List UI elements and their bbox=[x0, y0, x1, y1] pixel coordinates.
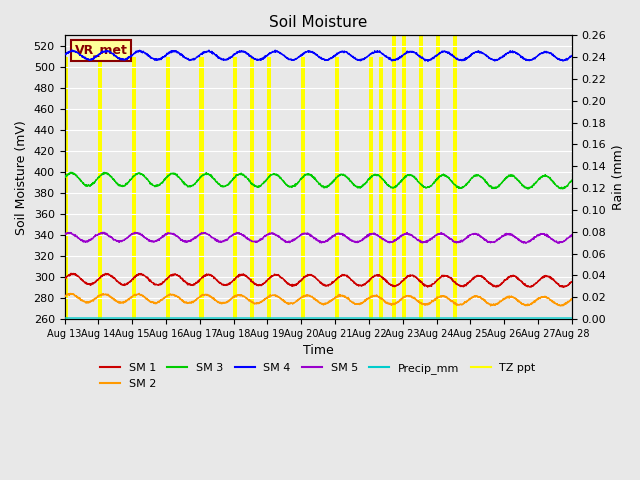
Bar bbox=[98, 57, 102, 319]
SM 2 bbox=[61, 294, 68, 300]
SM 4 bbox=[87, 56, 95, 62]
Bar bbox=[369, 57, 372, 319]
Y-axis label: Rain (mm): Rain (mm) bbox=[612, 144, 625, 210]
SM 2 bbox=[554, 301, 561, 307]
Bar bbox=[453, 36, 457, 319]
Precip_mm bbox=[554, 315, 561, 321]
Text: VR_met: VR_met bbox=[75, 44, 127, 57]
SM 3 bbox=[87, 182, 95, 188]
Bar bbox=[301, 57, 305, 319]
Bar bbox=[267, 57, 271, 319]
Precip_mm bbox=[61, 315, 68, 321]
SM 2 bbox=[557, 303, 564, 309]
SM 1 bbox=[61, 276, 68, 281]
Line: SM 5: SM 5 bbox=[65, 232, 572, 243]
Bar bbox=[234, 57, 237, 319]
Bar bbox=[436, 36, 440, 319]
SM 4 bbox=[294, 55, 302, 60]
SM 3 bbox=[294, 180, 302, 185]
Y-axis label: Soil Moisture (mV): Soil Moisture (mV) bbox=[15, 120, 28, 235]
Bar bbox=[250, 57, 254, 319]
SM 4 bbox=[554, 56, 561, 62]
SM 5 bbox=[294, 234, 302, 240]
SM 2 bbox=[294, 297, 302, 302]
SM 1 bbox=[294, 281, 302, 287]
Bar bbox=[200, 57, 204, 319]
SM 5 bbox=[308, 234, 316, 240]
SM 5 bbox=[555, 240, 563, 246]
Precip_mm bbox=[460, 315, 468, 321]
SM 4 bbox=[461, 56, 468, 62]
SM 1 bbox=[308, 272, 316, 277]
Precip_mm bbox=[307, 315, 315, 321]
SM 3 bbox=[525, 186, 532, 192]
Line: SM 1: SM 1 bbox=[65, 274, 572, 288]
Bar bbox=[392, 36, 396, 319]
Bar bbox=[419, 36, 424, 319]
SM 2 bbox=[135, 290, 143, 296]
Precip_mm bbox=[568, 315, 576, 321]
SM 5 bbox=[554, 239, 561, 245]
Bar bbox=[403, 36, 406, 319]
Line: SM 3: SM 3 bbox=[65, 172, 572, 189]
X-axis label: Time: Time bbox=[303, 344, 333, 357]
Line: SM 2: SM 2 bbox=[65, 293, 572, 306]
SM 4 bbox=[308, 49, 316, 55]
SM 2 bbox=[460, 300, 468, 306]
Precip_mm bbox=[553, 315, 561, 321]
SM 3 bbox=[568, 177, 576, 183]
SM 4 bbox=[61, 51, 68, 57]
SM 2 bbox=[568, 297, 576, 302]
SM 5 bbox=[61, 231, 68, 237]
Precip_mm bbox=[294, 315, 301, 321]
SM 5 bbox=[131, 229, 139, 235]
Bar bbox=[335, 57, 339, 319]
SM 1 bbox=[460, 283, 468, 288]
SM 1 bbox=[559, 285, 567, 290]
SM 5 bbox=[86, 236, 94, 242]
Bar bbox=[132, 57, 136, 319]
SM 4 bbox=[68, 47, 76, 53]
SM 5 bbox=[554, 240, 561, 245]
SM 3 bbox=[61, 174, 68, 180]
SM 3 bbox=[554, 183, 561, 189]
Bar bbox=[166, 57, 170, 319]
SM 2 bbox=[308, 294, 316, 300]
SM 1 bbox=[554, 281, 561, 287]
SM 3 bbox=[460, 183, 468, 189]
SM 5 bbox=[568, 232, 576, 238]
Title: Soil Moisture: Soil Moisture bbox=[269, 15, 367, 30]
SM 3 bbox=[554, 184, 561, 190]
Bar bbox=[64, 57, 68, 319]
SM 2 bbox=[554, 302, 561, 308]
Precip_mm bbox=[86, 315, 94, 321]
SM 4 bbox=[554, 55, 561, 61]
Bar bbox=[379, 57, 383, 319]
Line: SM 4: SM 4 bbox=[65, 50, 572, 61]
SM 3 bbox=[308, 172, 316, 178]
SM 5 bbox=[460, 237, 468, 242]
Legend: SM 1, SM 2, SM 3, SM 4, SM 5, Precip_mm, TZ ppt: SM 1, SM 2, SM 3, SM 4, SM 5, Precip_mm,… bbox=[95, 359, 540, 393]
SM 4 bbox=[568, 53, 576, 59]
SM 1 bbox=[554, 280, 561, 286]
SM 1 bbox=[568, 279, 576, 285]
SM 2 bbox=[86, 299, 94, 304]
SM 1 bbox=[68, 271, 76, 276]
SM 4 bbox=[424, 59, 432, 64]
SM 1 bbox=[87, 281, 95, 287]
SM 3 bbox=[67, 169, 75, 175]
